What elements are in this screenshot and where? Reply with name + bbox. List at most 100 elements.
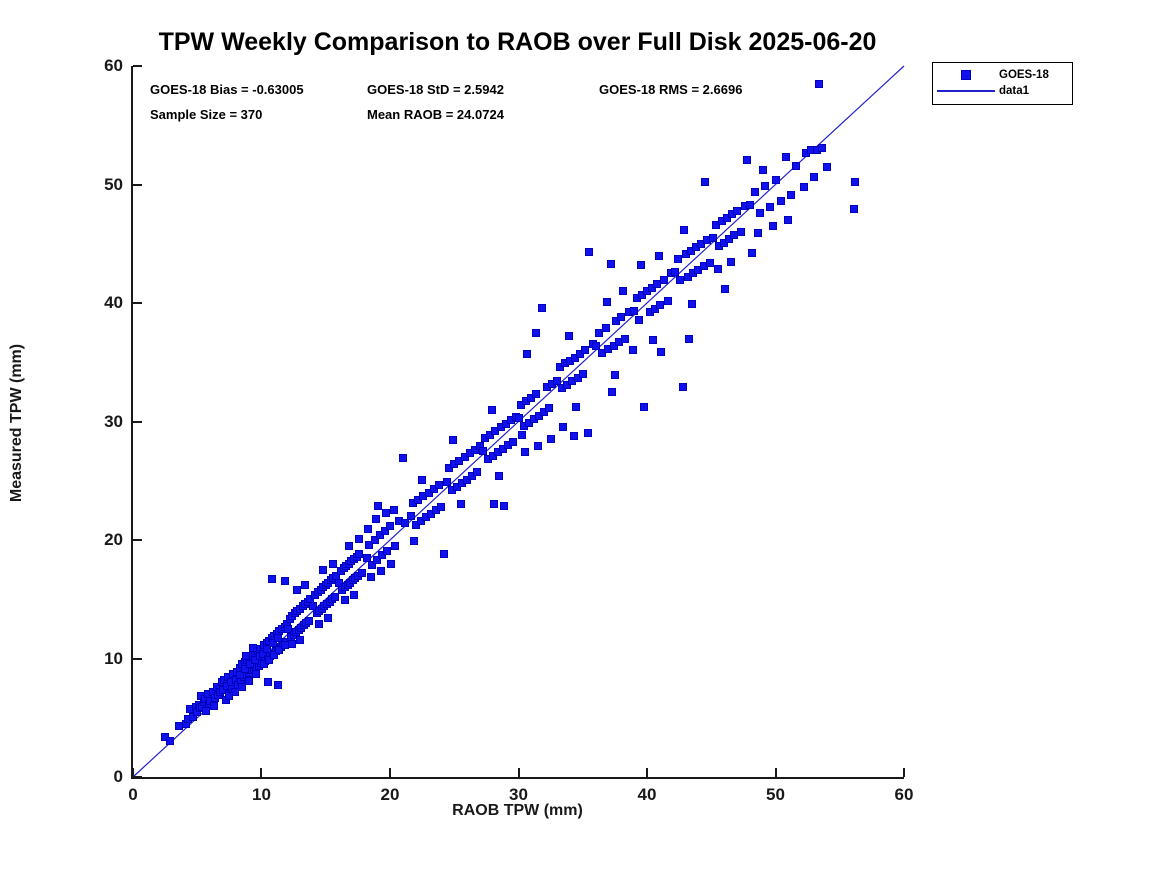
x-tick — [645, 768, 648, 777]
scatter-point — [786, 191, 795, 200]
scatter-point — [382, 508, 391, 517]
y-tick — [133, 776, 142, 778]
y-tick — [133, 420, 142, 423]
scatter-point — [161, 732, 170, 741]
scatter-point — [329, 559, 338, 568]
scatter-point — [514, 413, 523, 422]
scatter-point — [500, 501, 509, 510]
scatter-point — [371, 514, 380, 523]
scatter-point — [209, 701, 218, 710]
scatter-point — [288, 640, 297, 649]
stat-mean-raob: Mean RAOB = 24.0724 — [367, 107, 504, 122]
scatter-point — [621, 334, 630, 343]
scatter-point — [687, 300, 696, 309]
scatter-point — [680, 225, 689, 234]
scatter-point — [355, 550, 364, 559]
scatter-point — [607, 259, 616, 268]
legend-square-marker-icon — [961, 70, 971, 80]
scatter-point — [822, 162, 831, 171]
y-axis-label: Measured TPW (mm) — [8, 343, 25, 503]
scatter-point — [799, 182, 808, 191]
legend-line-icon — [937, 90, 995, 92]
scatter-point — [676, 276, 685, 285]
scatter-point — [649, 335, 658, 344]
x-tick-label: 30 — [509, 785, 528, 804]
scatter-point — [523, 349, 532, 358]
scatter-point — [545, 404, 554, 413]
y-tick — [133, 183, 142, 186]
y-tick-label: 40 — [104, 293, 123, 312]
scatter-point — [810, 173, 819, 182]
scatter-point — [401, 519, 410, 528]
scatter-point — [296, 635, 305, 644]
scatter-point — [533, 442, 542, 451]
scatter-point — [559, 423, 568, 432]
scatter-point — [685, 334, 694, 343]
scatter-point — [350, 590, 359, 599]
x-tick — [517, 768, 520, 777]
y-tick — [133, 302, 142, 304]
scatter-point — [678, 383, 687, 392]
scatter-point — [330, 592, 339, 601]
scatter-point — [817, 143, 826, 152]
scatter-point — [756, 208, 765, 217]
scatter-point — [583, 429, 592, 438]
scatter-point — [267, 575, 276, 584]
x-tick-label: 60 — [894, 785, 914, 804]
legend: GOES-18 data1 — [932, 62, 1073, 105]
scatter-point — [655, 301, 664, 310]
scatter-point — [659, 276, 668, 285]
scatter-point — [324, 614, 333, 623]
scatter-point — [768, 221, 777, 230]
scatter-point — [344, 541, 353, 550]
scatter-point — [761, 181, 770, 190]
y-tick — [133, 539, 142, 541]
scatter-point — [595, 328, 604, 337]
scatter-point — [784, 216, 793, 225]
y-tick-label: 60 — [104, 56, 123, 75]
scatter-point — [341, 596, 350, 605]
scatter-point — [265, 655, 274, 664]
scatter-point — [748, 249, 757, 258]
scatter-point — [657, 347, 666, 356]
scatter-point — [315, 620, 324, 629]
scatter-point — [410, 537, 419, 546]
x-tick-label: 0 — [128, 785, 138, 804]
scatter-point — [721, 284, 730, 293]
scatter-point — [635, 315, 644, 324]
scatter-point — [743, 155, 752, 164]
scatter-point — [628, 346, 637, 355]
legend-label: data1 — [999, 85, 1030, 97]
scatter-point — [280, 577, 289, 586]
y-tick-label: 0 — [113, 767, 123, 786]
scatter-point — [366, 572, 375, 581]
y-tick-label: 50 — [104, 174, 123, 194]
scatter-point — [776, 197, 785, 206]
scatter-point — [736, 227, 745, 236]
x-tick — [132, 768, 134, 777]
scatter-point — [581, 346, 590, 355]
scatter-point — [377, 566, 385, 575]
scatter-point — [537, 303, 546, 312]
scatter-point — [636, 261, 645, 270]
scatter-point — [591, 341, 600, 350]
scatter-point — [252, 669, 261, 678]
x-tick-label: 20 — [380, 785, 400, 804]
scatter-point — [473, 468, 482, 477]
scatter-point — [442, 477, 451, 486]
chart-title: TPW Weekly Comparison to RAOB over Full … — [158, 28, 877, 56]
x-tick-label: 50 — [766, 785, 785, 804]
scatter-point — [630, 307, 639, 316]
scatter-point — [705, 258, 714, 267]
scatter-point — [585, 248, 594, 257]
scatter-point — [284, 624, 293, 633]
scatter-point — [293, 585, 302, 594]
scatter-point — [520, 448, 529, 457]
scatter-point — [437, 502, 446, 511]
scatter-point — [301, 581, 310, 590]
scatter-point — [240, 665, 249, 674]
scatter-point — [673, 255, 682, 264]
legend-entry-data1: data1 — [933, 83, 1072, 99]
scatter-point — [398, 454, 407, 463]
scatter-point — [750, 187, 759, 196]
